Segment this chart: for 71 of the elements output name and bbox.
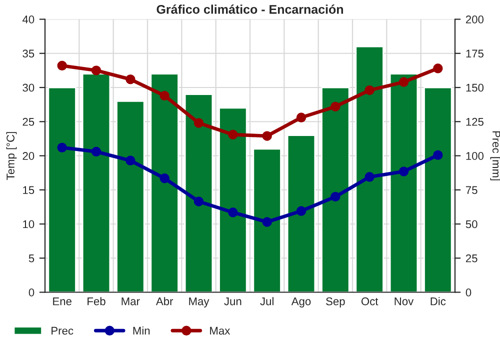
point bbox=[433, 64, 443, 74]
point bbox=[364, 172, 374, 182]
x-tick-label: Ene bbox=[53, 298, 72, 306]
y2-tick-label: 25 bbox=[466, 254, 478, 262]
y2-tick-label: 125 bbox=[466, 118, 484, 126]
bar bbox=[252, 148, 282, 292]
point bbox=[296, 112, 306, 122]
y-tick-label: 30 bbox=[22, 84, 34, 92]
bar bbox=[116, 100, 145, 292]
x-tick-label: Oct bbox=[361, 297, 378, 306]
point bbox=[228, 208, 238, 218]
point bbox=[398, 166, 409, 176]
y-axis-title: Temp [°C] bbox=[6, 132, 17, 180]
point bbox=[91, 146, 102, 157]
point bbox=[228, 130, 238, 140]
x-tick-label: May bbox=[189, 298, 210, 308]
point bbox=[194, 118, 204, 128]
y2-tick-label: 100 bbox=[466, 152, 484, 160]
legend-label: Max bbox=[210, 326, 230, 335]
y2-tick-label: 150 bbox=[466, 84, 484, 92]
point bbox=[296, 206, 306, 216]
point bbox=[330, 102, 340, 112]
point bbox=[57, 142, 67, 152]
point bbox=[262, 131, 272, 141]
bar bbox=[82, 73, 111, 292]
x-tick-label: Dic bbox=[430, 297, 446, 306]
x-tick-label: Abr bbox=[156, 297, 174, 306]
y2-tick-label: 200 bbox=[466, 16, 484, 24]
x-tick-label: Nov bbox=[394, 298, 414, 306]
point bbox=[160, 173, 170, 184]
x-tick-label: Feb bbox=[88, 297, 106, 306]
x-tick-label: Ago bbox=[291, 298, 311, 308]
bar bbox=[218, 107, 248, 292]
point bbox=[330, 192, 340, 202]
bar bbox=[286, 134, 316, 292]
point bbox=[433, 150, 443, 160]
legend-label: Min bbox=[133, 326, 150, 335]
point bbox=[160, 90, 170, 101]
y-tick-label: 10 bbox=[23, 220, 34, 228]
point bbox=[194, 196, 204, 206]
point bbox=[57, 60, 67, 71]
y2-tick-label: 50 bbox=[466, 220, 478, 228]
y-tick-label: 20 bbox=[22, 152, 34, 160]
y-tick-label: 25 bbox=[22, 118, 34, 126]
bar bbox=[184, 94, 214, 292]
y2-tick-label: 0 bbox=[466, 288, 472, 296]
point bbox=[126, 74, 136, 84]
bar bbox=[150, 73, 179, 292]
x-tick-label: Mar bbox=[122, 298, 140, 306]
y2-tick-label: 175 bbox=[466, 50, 484, 58]
point bbox=[364, 85, 374, 96]
bar bbox=[48, 86, 76, 292]
chart-title: Gráfico climático - Encarnación bbox=[156, 4, 344, 14]
y2-tick-label: 75 bbox=[466, 186, 478, 194]
y-tick-label: 40 bbox=[22, 16, 34, 24]
y-tick-label: 35 bbox=[22, 50, 34, 58]
x-tick-label: Jun bbox=[224, 298, 242, 306]
x-tick-label: Sep bbox=[326, 297, 345, 308]
point bbox=[398, 77, 409, 87]
bar bbox=[389, 73, 418, 292]
y-tick-label: 0 bbox=[28, 288, 34, 296]
bar bbox=[321, 86, 350, 292]
point bbox=[262, 217, 272, 227]
x-tick-label: Jul bbox=[260, 297, 274, 306]
bar bbox=[355, 46, 384, 292]
point bbox=[91, 66, 102, 76]
legend-label: Prec bbox=[52, 326, 74, 335]
y-tick-label: 5 bbox=[28, 254, 34, 262]
y-tick-label: 15 bbox=[23, 186, 34, 194]
point bbox=[126, 156, 136, 166]
bar bbox=[424, 86, 452, 292]
